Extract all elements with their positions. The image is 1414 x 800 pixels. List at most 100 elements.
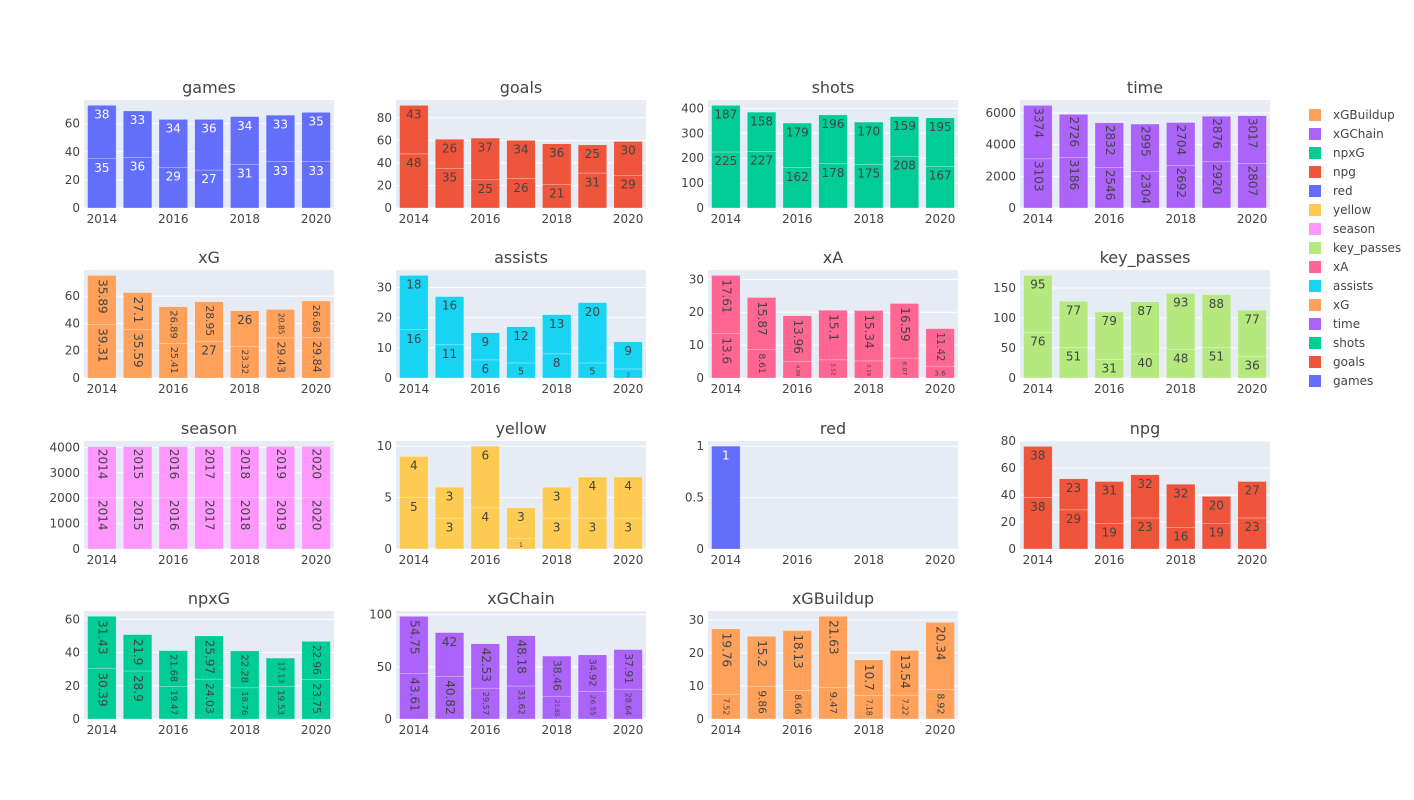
bar-segment — [925, 622, 955, 690]
data-label: 2018 — [238, 500, 252, 531]
data-label: 17.13 — [276, 662, 285, 684]
x-tick-label: 2016 — [470, 723, 501, 737]
legend-label: time — [1333, 317, 1360, 331]
x-tick-label: 2014 — [399, 553, 430, 567]
y-tick-label: 1 — [696, 439, 704, 453]
bar-segment — [301, 679, 331, 720]
data-label: 20.34 — [934, 626, 948, 660]
data-label: 34 — [513, 143, 528, 157]
x-tick-label: 2016 — [470, 212, 501, 226]
data-label: 9.47 — [827, 692, 838, 714]
data-label: 38 — [1030, 500, 1045, 514]
data-label: 4 — [624, 479, 632, 493]
x-tick-label: 2016 — [1094, 212, 1125, 226]
bar-segment — [265, 446, 295, 498]
legend-label: xA — [1333, 260, 1349, 274]
x-tick-label: 2016 — [1094, 553, 1125, 567]
data-label: 16 — [406, 332, 421, 346]
subplot: 0 0.5 1 2014 2016 2018 2020 red 1 — [685, 419, 958, 567]
data-label: 2020 — [310, 449, 324, 480]
data-label: 2019 — [274, 500, 288, 531]
data-label: 7.52 — [721, 698, 730, 716]
subplot-title: time — [1127, 78, 1163, 97]
data-label: 38.46 — [551, 660, 564, 691]
data-label: 4.99 — [794, 365, 800, 376]
legend-label: key_passes — [1333, 241, 1401, 255]
data-label: 3 — [446, 520, 454, 534]
data-label: 208 — [893, 158, 916, 172]
legend-swatch — [1309, 242, 1321, 254]
legend-label: npxG — [1333, 146, 1365, 160]
bar-segment — [399, 673, 429, 720]
x-tick-label: 2014 — [399, 723, 430, 737]
data-label: 30 — [621, 144, 636, 158]
data-label: 79 — [1102, 314, 1117, 328]
y-tick-label: 0 — [1008, 371, 1016, 385]
bar-segment — [265, 114, 295, 162]
x-tick-label: 2020 — [301, 382, 332, 396]
y-tick-label: 20 — [65, 679, 80, 693]
y-tick-label: 30 — [689, 272, 704, 286]
y-tick-label: 0 — [72, 201, 80, 215]
data-label: 11.42 — [934, 332, 945, 361]
legend-swatch — [1309, 318, 1321, 330]
x-tick-label: 2014 — [87, 553, 118, 567]
data-label: 3 — [446, 489, 454, 503]
bar-segment — [1059, 478, 1089, 511]
y-tick-label: 80 — [1001, 434, 1016, 448]
bar-segment — [230, 345, 260, 379]
data-label: 42 — [442, 635, 457, 649]
subplot-title: npxG — [188, 589, 230, 608]
bar-segment — [194, 635, 224, 680]
bar-segment — [265, 657, 295, 687]
data-label: 5 — [410, 500, 418, 514]
bar-segment — [711, 333, 741, 379]
data-label: 2014 — [95, 500, 109, 531]
y-tick-label: 40 — [377, 156, 392, 170]
bar-segment — [87, 324, 117, 379]
bar-segment — [782, 122, 812, 168]
bar-segment — [87, 446, 117, 499]
data-label: 2807 — [1246, 166, 1260, 197]
y-tick-label: 0 — [72, 712, 80, 726]
bar-segment — [87, 275, 117, 325]
x-tick-label: 2020 — [925, 382, 956, 396]
legend-label: npg — [1333, 165, 1356, 179]
legend-swatch — [1309, 166, 1321, 178]
bar-segment — [470, 179, 500, 209]
bar-segment — [818, 616, 848, 688]
data-label: 36 — [1245, 359, 1260, 373]
bar-segment — [1237, 517, 1267, 550]
data-label: 2020 — [310, 500, 324, 531]
data-label: 6.07 — [900, 362, 907, 376]
bar-segment — [1237, 481, 1267, 519]
bar-segment — [265, 686, 295, 720]
data-label: 3.6 — [934, 368, 946, 377]
data-label: 51 — [1066, 350, 1081, 364]
data-label: 8.92 — [935, 693, 946, 714]
bar-segment — [613, 476, 643, 519]
bar-segment — [782, 630, 812, 691]
bar-segment — [265, 309, 295, 339]
y-tick-label: 400 — [681, 101, 704, 115]
data-label: 16 — [1173, 530, 1188, 544]
x-tick-label: 2016 — [158, 382, 189, 396]
data-label: 20.85 — [276, 313, 285, 335]
bar-segment — [613, 649, 643, 690]
bar-segment — [577, 654, 607, 692]
y-tick-label: 0 — [72, 371, 80, 385]
x-tick-label: 2016 — [158, 212, 189, 226]
x-tick-label: 2014 — [1023, 212, 1054, 226]
bar-segment — [889, 650, 919, 696]
bar-segment — [747, 349, 777, 379]
data-label: 6 — [481, 362, 489, 376]
bar-segment — [542, 487, 572, 519]
subplot-title: key_passes — [1100, 248, 1191, 268]
data-label: 21.85 — [553, 700, 560, 717]
x-tick-label: 2014 — [1023, 382, 1054, 396]
x-tick-label: 2016 — [1094, 382, 1125, 396]
subplot: 0 50 100 2014 2016 2018 2020 xGChain 43.61 54.75 4… — [369, 589, 646, 737]
y-tick-label: 6000 — [985, 106, 1016, 120]
y-tick-label: 300 — [681, 126, 704, 140]
